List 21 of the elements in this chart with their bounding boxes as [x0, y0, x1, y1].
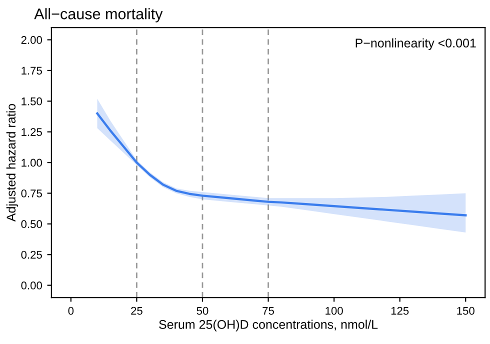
- y-tick-label: 0.75: [21, 189, 42, 198]
- y-tick-label: 1.50: [22, 97, 42, 106]
- x-tick-label: 75: [262, 306, 274, 315]
- x-tick-label: 100: [326, 306, 343, 315]
- y-tick-label: 0.25: [21, 250, 42, 259]
- y-tick-label: 2.00: [21, 36, 42, 44]
- x-tick-label: 0: [68, 306, 74, 315]
- y-tick-label: 1.25: [22, 128, 42, 136]
- chart-title: All−cause mortality: [34, 8, 163, 22]
- x-tick-label: 150: [457, 306, 474, 315]
- annotation: P−nonlinearity <0.001: [356, 38, 476, 50]
- y-tick-label: 0.50: [21, 220, 42, 228]
- y-tick-label: 1.00: [22, 158, 42, 167]
- x-axis-title: Serum 25(OH)D concentrations, nmol/L: [159, 320, 378, 332]
- y-axis-title: Adjusted hazard ratio: [6, 104, 18, 222]
- x-tick-label: 25: [131, 306, 142, 315]
- y-tick-label: 1.75: [22, 66, 42, 75]
- line-series: [96, 112, 467, 216]
- x-tick-label: 50: [196, 306, 208, 315]
- y-tick-label: 0.00: [21, 282, 42, 290]
- x-tick-label: 125: [391, 306, 409, 315]
